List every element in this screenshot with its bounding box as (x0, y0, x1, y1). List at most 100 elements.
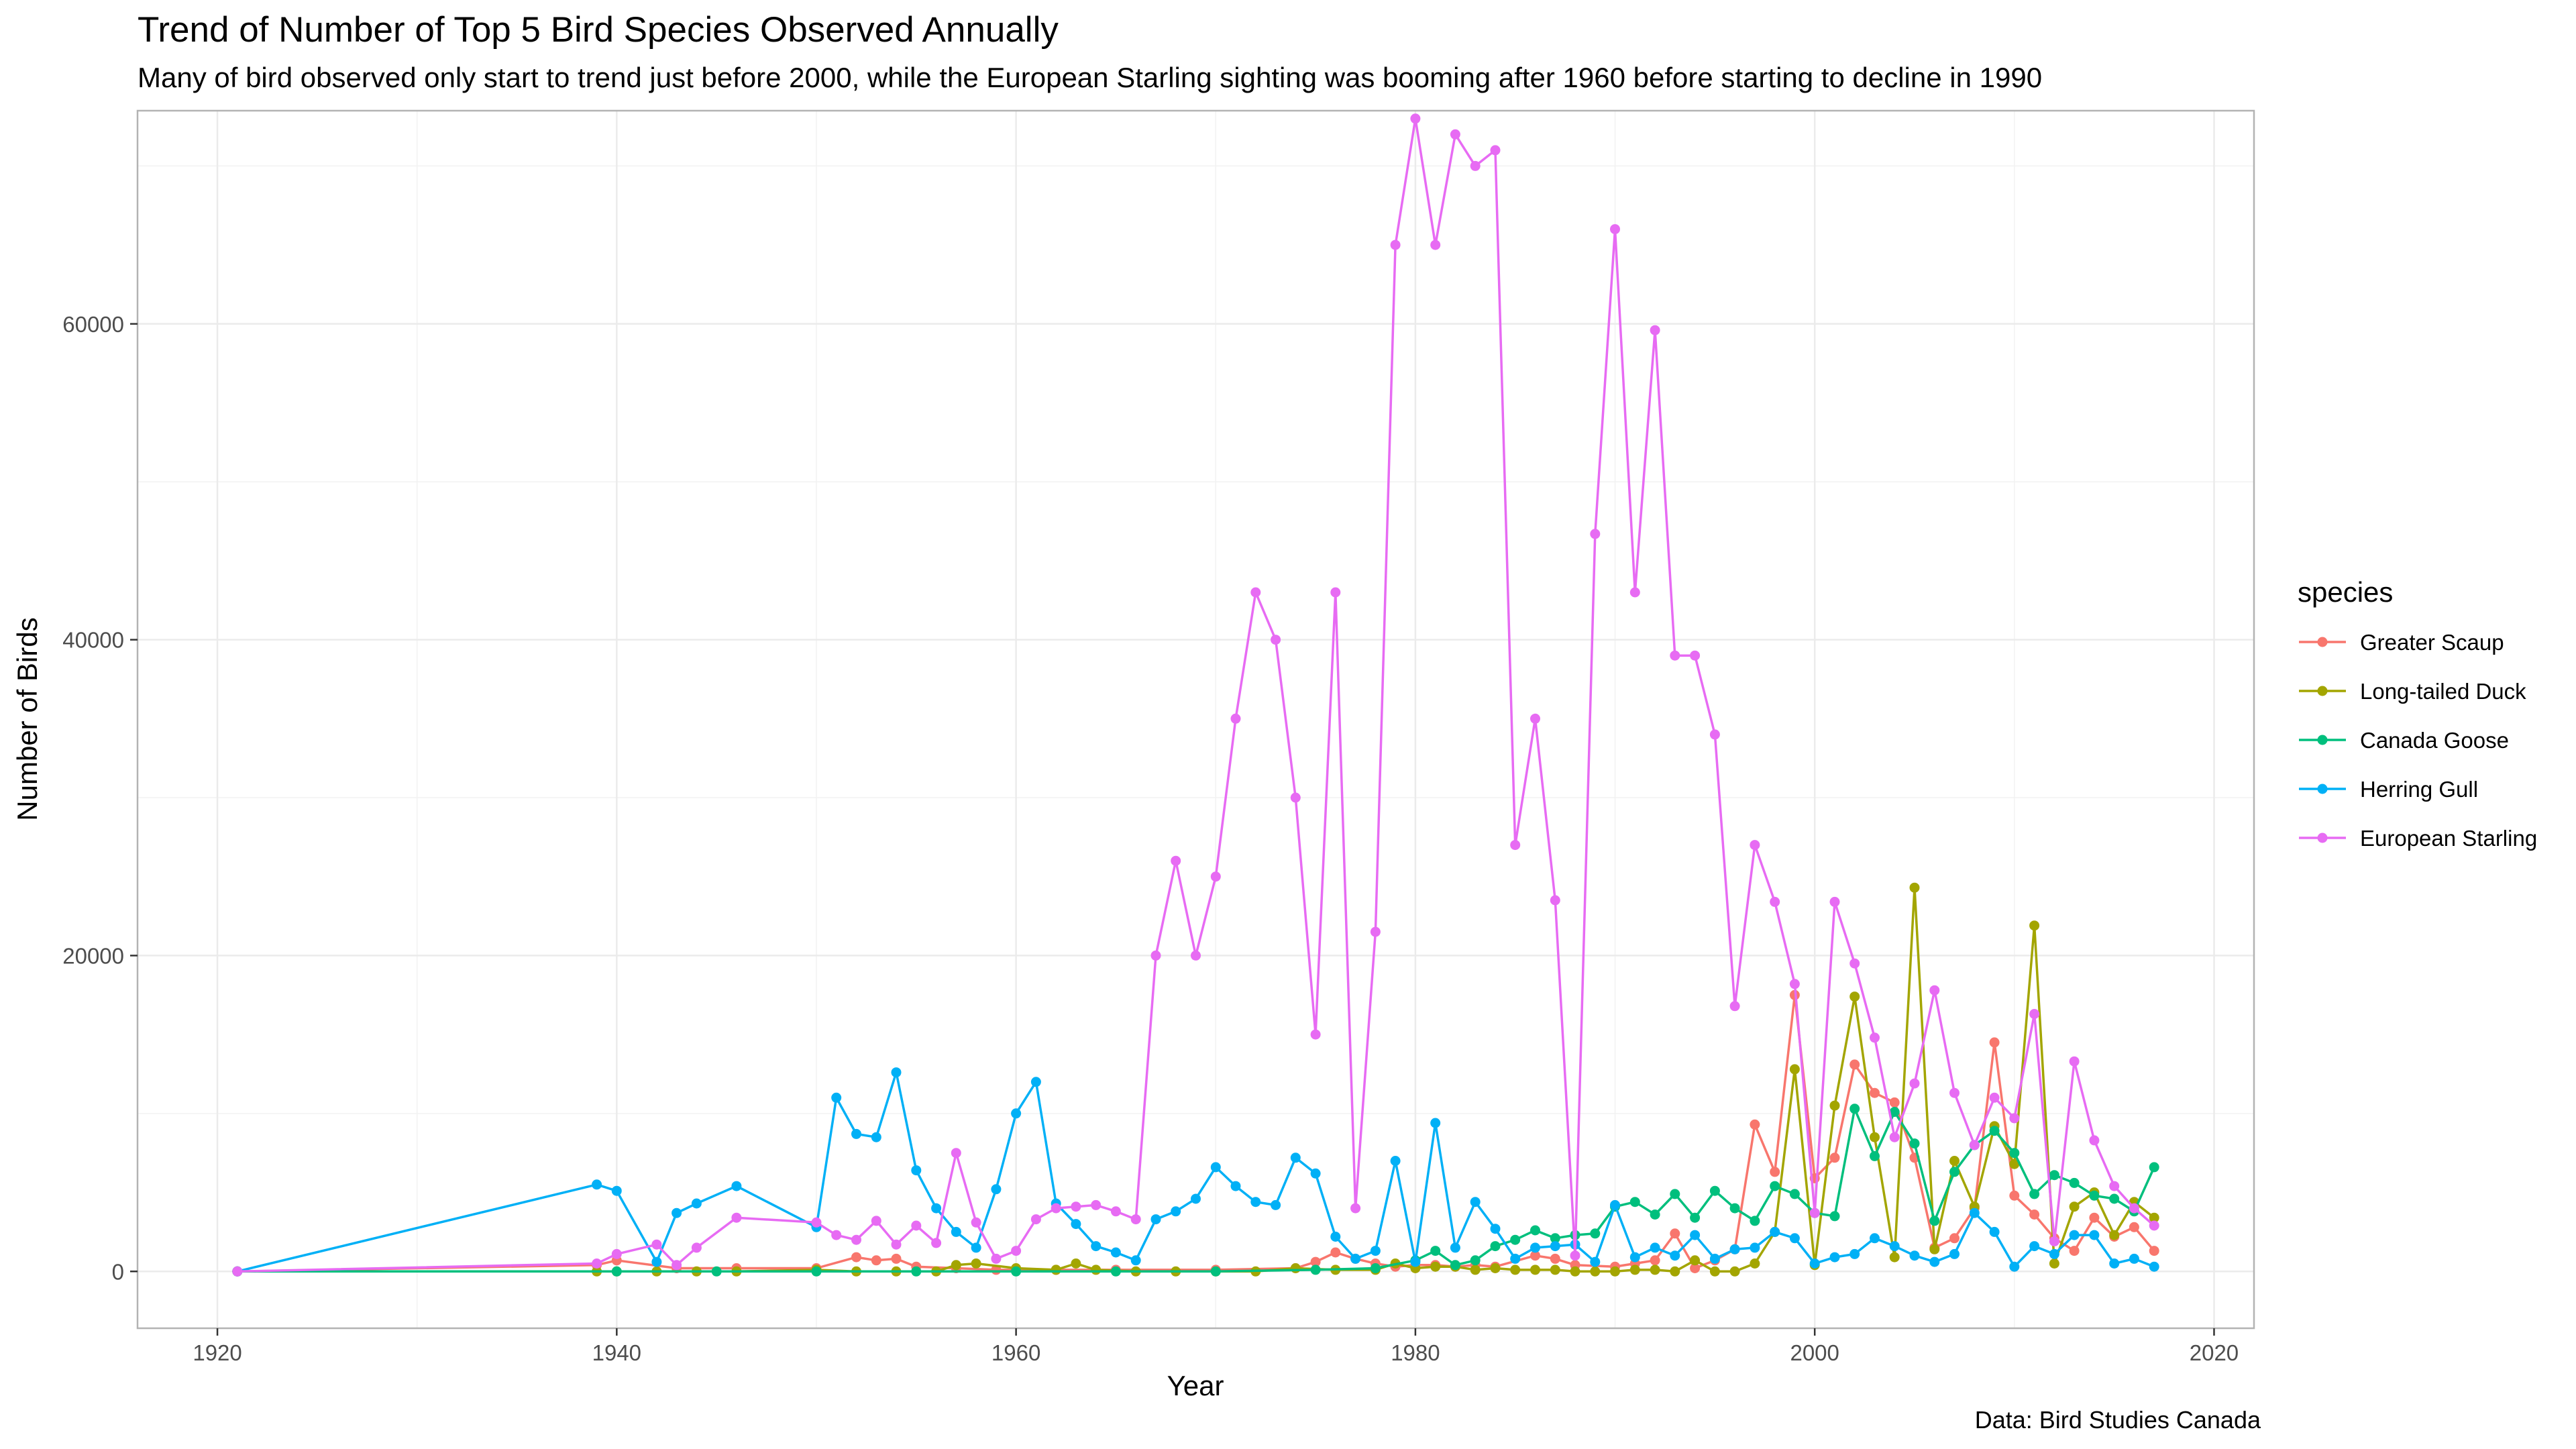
data-point-european-starling (1470, 160, 1481, 171)
data-point-long-tailed-duck (1849, 991, 1860, 1002)
data-point-herring-gull (1110, 1247, 1121, 1258)
data-point-european-starling (971, 1217, 981, 1228)
series-greater-scaup (232, 989, 2159, 1277)
data-point-canada-goose (1210, 1266, 1221, 1277)
data-point-european-starling (592, 1258, 602, 1269)
data-point-herring-gull (731, 1181, 742, 1191)
data-point-european-starling (1091, 1199, 1102, 1210)
data-point-herring-gull (1350, 1253, 1361, 1264)
data-point-european-starling (1670, 650, 1680, 661)
data-point-european-starling (2049, 1236, 2059, 1246)
data-point-european-starling (1650, 325, 1660, 335)
data-point-european-starling (731, 1212, 742, 1223)
data-point-canada-goose (1011, 1266, 1022, 1277)
data-point-herring-gull (1330, 1232, 1341, 1242)
data-point-long-tailed-duck (1430, 1261, 1441, 1272)
data-point-greater-scaup (1670, 1228, 1680, 1239)
x-tick-label: 2000 (1790, 1340, 1839, 1365)
legend-item-herring-gull: Herring Gull (2299, 777, 2478, 802)
y-tick-label: 0 (112, 1259, 124, 1284)
data-point-greater-scaup (2009, 1190, 2020, 1201)
data-point-herring-gull (971, 1242, 981, 1253)
x-tick-label: 1980 (1391, 1340, 1440, 1365)
data-point-european-starling (1690, 650, 1701, 661)
data-point-european-starling (1989, 1092, 2000, 1103)
data-point-european-starling (1051, 1203, 1061, 1214)
x-axis-title: Year (1167, 1370, 1224, 1401)
legend-item-greater-scaup: Greater Scaup (2299, 630, 2504, 655)
x-tick-label: 1960 (991, 1340, 1040, 1365)
data-point-european-starling (1450, 129, 1460, 140)
data-point-long-tailed-duck (1470, 1265, 1481, 1275)
data-point-long-tailed-duck (1530, 1265, 1540, 1275)
legend-label: Herring Gull (2360, 777, 2478, 802)
data-point-long-tailed-duck (1610, 1266, 1620, 1277)
data-point-canada-goose (1430, 1246, 1441, 1256)
data-point-canada-goose (1690, 1212, 1701, 1223)
data-point-herring-gull (1250, 1197, 1261, 1208)
legend-key-point (2317, 833, 2328, 843)
data-point-long-tailed-duck (1570, 1266, 1580, 1277)
data-point-herring-gull (891, 1067, 902, 1078)
data-point-european-starling (1071, 1201, 1081, 1212)
series-european-starling (232, 113, 2159, 1277)
data-point-european-starling (1230, 713, 1241, 724)
data-point-european-starling (871, 1216, 881, 1226)
x-tick-label: 1940 (592, 1340, 641, 1365)
data-point-herring-gull (831, 1092, 842, 1103)
legend-label: European Starling (2360, 826, 2537, 851)
data-point-european-starling (851, 1234, 861, 1245)
data-point-european-starling (951, 1148, 961, 1159)
data-point-herring-gull (672, 1208, 682, 1218)
data-point-european-starling (1370, 926, 1381, 937)
data-point-herring-gull (871, 1132, 881, 1142)
data-point-european-starling (1290, 792, 1301, 803)
data-point-herring-gull (1969, 1208, 1980, 1218)
data-point-herring-gull (1130, 1255, 1141, 1266)
data-point-herring-gull (1650, 1242, 1660, 1253)
legend-key-point (2317, 784, 2328, 794)
data-point-herring-gull (1870, 1233, 1880, 1244)
data-point-european-starling (1550, 895, 1560, 906)
data-point-herring-gull (1030, 1077, 1041, 1087)
data-point-european-starling (1590, 529, 1601, 539)
data-point-canada-goose (1889, 1107, 1900, 1117)
axis-ticks: 1920 1940 1960 1980 2000 2020 0 20000 40000 60000 (62, 312, 2239, 1365)
data-point-european-starling (1210, 871, 1221, 882)
data-point-herring-gull (1690, 1230, 1701, 1240)
data-point-herring-gull (1430, 1118, 1441, 1128)
data-point-herring-gull (1629, 1252, 1640, 1263)
data-point-herring-gull (1889, 1241, 1900, 1252)
data-point-canada-goose (2149, 1162, 2159, 1173)
data-point-european-starling (1610, 224, 1620, 235)
data-point-canada-goose (1949, 1167, 1960, 1177)
data-point-greater-scaup (1750, 1119, 1760, 1130)
data-point-greater-scaup (1949, 1233, 1960, 1244)
data-point-european-starling (1889, 1132, 1900, 1142)
data-point-european-starling (1770, 896, 1780, 907)
data-point-european-starling (1410, 113, 1421, 124)
data-point-herring-gull (1230, 1181, 1241, 1191)
data-point-european-starling (1490, 145, 1501, 156)
data-point-long-tailed-duck (2069, 1201, 2080, 1212)
data-point-canada-goose (1490, 1241, 1501, 1252)
data-point-herring-gull (1789, 1233, 1800, 1244)
data-point-herring-gull (2089, 1230, 2100, 1240)
data-point-herring-gull (1271, 1199, 1281, 1210)
data-point-canada-goose (911, 1266, 922, 1277)
data-point-herring-gull (1709, 1253, 1720, 1264)
data-point-herring-gull (1510, 1253, 1521, 1264)
data-point-herring-gull (1171, 1206, 1181, 1217)
data-point-herring-gull (611, 1185, 622, 1196)
data-point-greater-scaup (1310, 1256, 1321, 1267)
data-point-european-starling (2069, 1056, 2080, 1067)
data-point-herring-gull (991, 1184, 1002, 1195)
data-point-herring-gull (1310, 1168, 1321, 1179)
data-point-herring-gull (1610, 1199, 1620, 1210)
data-point-herring-gull (2029, 1241, 2040, 1252)
data-point-greater-scaup (1889, 1097, 1900, 1108)
data-point-european-starling (611, 1248, 622, 1259)
data-point-canada-goose (2089, 1190, 2100, 1201)
legend-key-point (2317, 686, 2328, 696)
data-point-long-tailed-duck (1690, 1255, 1701, 1266)
